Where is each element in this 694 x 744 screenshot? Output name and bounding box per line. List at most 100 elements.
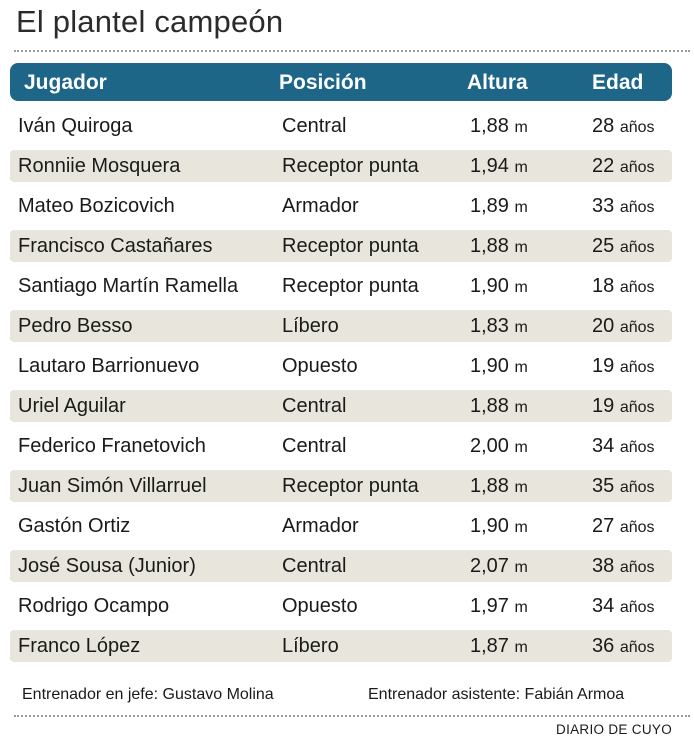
- altura-unit: m: [514, 279, 528, 296]
- cell-altura: 1,90 m: [470, 355, 528, 378]
- cell-edad: 33 años: [592, 195, 655, 218]
- cell-altura: 1,88 m: [470, 475, 528, 498]
- edad-unit: años: [619, 279, 655, 296]
- edad-value: 20: [592, 315, 615, 337]
- edad-unit: años: [619, 439, 655, 456]
- altura-unit: m: [514, 199, 528, 216]
- cell-posicion: Central: [282, 115, 347, 137]
- altura-unit: m: [514, 639, 528, 656]
- edad-unit: años: [619, 559, 655, 576]
- chart-title: El plantel campeón: [16, 4, 284, 39]
- table-row: Mateo Bozicovich Armador 1,89 m 33 años: [10, 190, 672, 222]
- edad-unit: años: [619, 199, 655, 216]
- table-row: Gastón Ortiz Armador 1,90 m 27 años: [10, 510, 672, 542]
- table-body: Iván Quiroga Central 1,88 m 28 años Ronniie …: [10, 110, 672, 662]
- table-row: Ronniie Mosquera Receptor punta 1,94 m 22 a…: [10, 150, 672, 182]
- altura-unit: m: [514, 239, 528, 256]
- cell-edad: 25 años: [592, 235, 655, 258]
- cell-posicion: Armador: [282, 515, 359, 537]
- bottom-dotted-divider: [14, 715, 690, 717]
- altura-unit: m: [514, 119, 528, 136]
- cell-posicion: Central: [282, 435, 347, 457]
- table-row: Santiago Martín Ramella Receptor punta 1,9…: [10, 270, 672, 302]
- cell-altura: 1,94 m: [470, 155, 528, 178]
- table-row: José Sousa (Junior) Central 2,07 m 38 años: [10, 550, 672, 582]
- altura-unit: m: [514, 319, 528, 336]
- cell-edad: 19 años: [592, 355, 655, 378]
- altura-value: 2,00: [470, 435, 509, 457]
- cell-jugador: Gastón Ortiz: [18, 515, 131, 537]
- cell-altura: 1,97 m: [470, 595, 528, 618]
- cell-jugador: José Sousa (Junior): [18, 555, 196, 577]
- altura-value: 1,83: [470, 315, 509, 337]
- altura-value: 1,87: [470, 635, 509, 657]
- edad-unit: años: [619, 519, 655, 536]
- cell-edad: 27 años: [592, 515, 655, 538]
- altura-unit: m: [514, 399, 528, 416]
- cell-altura: 1,88 m: [470, 395, 528, 418]
- altura-unit: m: [514, 439, 528, 456]
- altura-value: 1,89: [470, 195, 509, 217]
- table-row: Lautaro Barrionuevo Opuesto 1,90 m 19 años: [10, 350, 672, 382]
- table-row: Franco López Líbero 1,87 m 36 años: [10, 630, 672, 662]
- altura-value: 1,90: [470, 355, 509, 377]
- cell-altura: 1,88 m: [470, 235, 528, 258]
- cell-jugador: Rodrigo Ocampo: [18, 595, 170, 617]
- cell-jugador: Mateo Bozicovich: [18, 195, 175, 217]
- cell-posicion: Receptor punta: [282, 275, 419, 297]
- edad-unit: años: [619, 599, 655, 616]
- edad-value: 36: [592, 635, 615, 657]
- edad-unit: años: [619, 479, 655, 496]
- altura-value: 1,97: [470, 595, 509, 617]
- edad-unit: años: [619, 119, 655, 136]
- edad-value: 38: [592, 555, 615, 577]
- altura-value: 1,94: [470, 155, 509, 177]
- roster-table: Jugador Posición Altura Edad Iván Quirog…: [10, 63, 672, 670]
- cell-edad: 18 años: [592, 275, 655, 298]
- table-row: Pedro Besso Líbero 1,83 m 20 años: [10, 310, 672, 342]
- cell-posicion: Receptor punta: [282, 235, 419, 257]
- altura-value: 2,07: [470, 555, 509, 577]
- cell-posicion: Armador: [282, 195, 359, 217]
- header-altura: Altura: [467, 71, 528, 94]
- edad-value: 34: [592, 595, 615, 617]
- table-row: Francisco Castañares Receptor punta 1,88 m…: [10, 230, 672, 262]
- cell-posicion: Central: [282, 395, 347, 417]
- edad-value: 18: [592, 275, 615, 297]
- edad-unit: años: [619, 359, 655, 376]
- table-header: Jugador Posición Altura Edad: [10, 63, 672, 101]
- altura-value: 1,88: [470, 235, 509, 257]
- table-row: Uriel Aguilar Central 1,88 m 19 años: [10, 390, 672, 422]
- cell-edad: 22 años: [592, 155, 655, 178]
- cell-jugador: Uriel Aguilar: [18, 395, 126, 417]
- edad-value: 34: [592, 435, 615, 457]
- cell-altura: 1,83 m: [470, 315, 528, 338]
- table-row: Rodrigo Ocampo Opuesto 1,97 m 34 años: [10, 590, 672, 622]
- altura-value: 1,90: [470, 275, 509, 297]
- altura-unit: m: [514, 519, 528, 536]
- edad-value: 27: [592, 515, 615, 537]
- edad-unit: años: [619, 159, 655, 176]
- cell-altura: 1,88 m: [470, 115, 528, 138]
- cell-edad: 19 años: [592, 395, 655, 418]
- cell-posicion: Opuesto: [282, 595, 358, 617]
- edad-value: 35: [592, 475, 615, 497]
- cell-edad: 38 años: [592, 555, 655, 578]
- altura-value: 1,90: [470, 515, 509, 537]
- cell-altura: 1,90 m: [470, 275, 528, 298]
- cell-jugador: Federico Franetovich: [18, 435, 206, 457]
- cell-altura: 2,00 m: [470, 435, 528, 458]
- altura-unit: m: [514, 599, 528, 616]
- altura-value: 1,88: [470, 475, 509, 497]
- cell-edad: 34 años: [592, 595, 655, 618]
- cell-posicion: Líbero: [282, 315, 339, 337]
- altura-value: 1,88: [470, 395, 509, 417]
- cell-edad: 34 años: [592, 435, 655, 458]
- source-credit: DIARIO DE CUYO: [556, 722, 672, 737]
- cell-posicion: Receptor punta: [282, 155, 419, 177]
- edad-unit: años: [619, 239, 655, 256]
- table-row: Iván Quiroga Central 1,88 m 28 años: [10, 110, 672, 142]
- table-row: Juan Simón Villarruel Receptor punta 1,88 …: [10, 470, 672, 502]
- cell-jugador: Lautaro Barrionuevo: [18, 355, 200, 377]
- cell-posicion: Opuesto: [282, 355, 358, 377]
